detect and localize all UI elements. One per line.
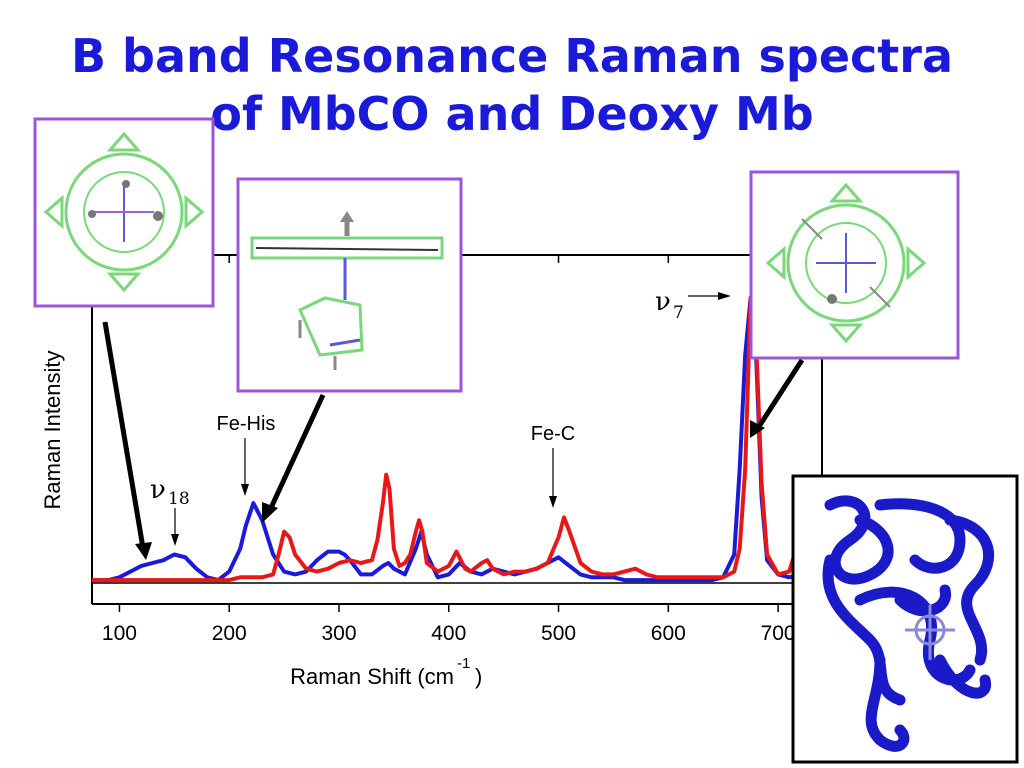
arrow-inset-right-to-nu7 [755, 358, 805, 430]
heme-in-protein-icon [905, 605, 955, 660]
annotation-fe-c-arrowhead [549, 496, 557, 508]
x-tick-label: 200 [212, 622, 247, 645]
x-axis-label: Raman Shift (cm [290, 664, 454, 689]
x-tick-label: 500 [541, 622, 576, 645]
title-line-1: B band Resonance Raman spectra [70, 29, 954, 83]
arrow-inset-left-to-nu18 [102, 321, 146, 549]
protein-ribbon-icon [822, 495, 995, 752]
annotation-nu7-symbol: ν [655, 287, 671, 317]
inset-heme-side-view [236, 177, 463, 393]
inset-porphyrin-right [749, 170, 960, 360]
x-tick-label: 300 [321, 622, 356, 645]
y-axis-label: Raman Intensity [40, 351, 65, 510]
heme-histidine-icon [250, 211, 444, 370]
annotation-fe-his: Fe-His [217, 413, 276, 496]
inset-heme-side-view-frame [236, 177, 463, 393]
arrow-inset-middle-to-fe-his [267, 393, 326, 512]
inset-myoglobin-frame [791, 474, 1019, 764]
x-tick-label: 100 [102, 622, 137, 645]
inset-porphyrin-left [33, 117, 215, 308]
inset-myoglobin [791, 474, 1019, 764]
annotation-fe-c-label: Fe-C [531, 423, 575, 445]
annotation-nu7-subscript: 7 [673, 303, 684, 323]
heme-molecule-icon [765, 182, 927, 344]
x-tick-label: 400 [431, 622, 466, 645]
annotation-nu18: ν 18 [150, 475, 190, 546]
x-axis-label-superscript: -1 [457, 655, 470, 672]
x-tick-label: 600 [651, 622, 686, 645]
annotation-nu18-symbol: ν [150, 475, 166, 505]
series-line-red [92, 295, 823, 583]
annotation-fe-his-arrowhead [241, 484, 249, 496]
x-axis-label-close: ) [475, 664, 482, 689]
heme-molecule-icon [43, 131, 205, 293]
annotation-nu7: ν 7 [655, 287, 731, 323]
arrow-inset-right-head [750, 420, 765, 438]
title-line-2: of MbCO and Deoxy Mb [210, 87, 814, 141]
annotation-nu18-subscript: 18 [168, 489, 190, 509]
x-tick-label: 700 [761, 622, 796, 645]
arrow-inset-left-head [135, 542, 152, 560]
annotation-fe-c: Fe-C [531, 423, 575, 508]
annotation-nu18-arrowhead [171, 534, 179, 546]
arrow-inset-middle-head [262, 502, 278, 523]
annotation-fe-his-label: Fe-His [217, 413, 276, 435]
annotation-nu7-arrowhead [718, 292, 731, 300]
